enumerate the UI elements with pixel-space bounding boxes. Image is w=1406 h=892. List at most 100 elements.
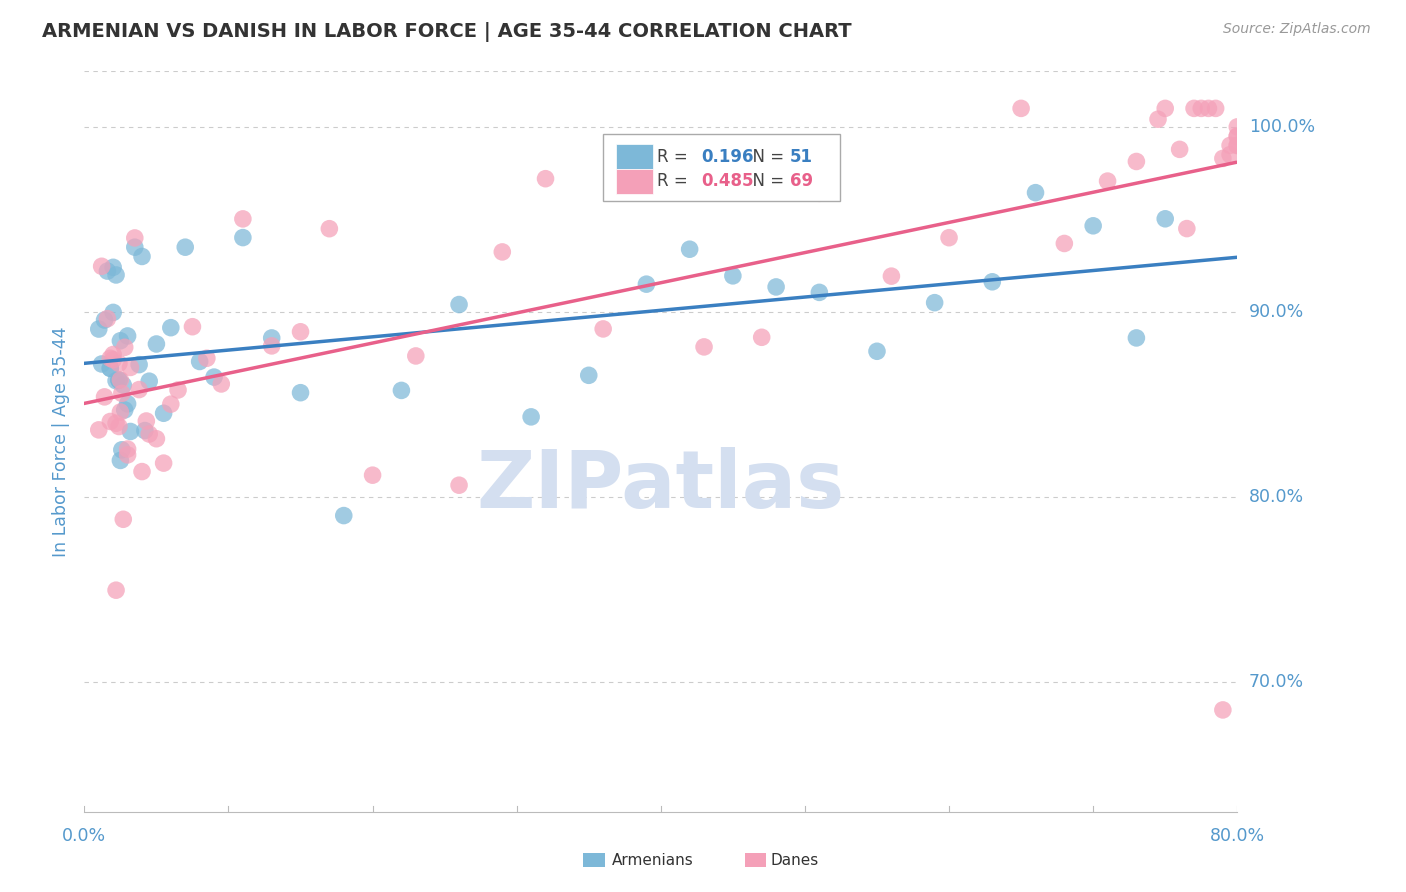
- Text: 70.0%: 70.0%: [1249, 673, 1303, 691]
- Point: [103, 347, 124, 361]
- Point: [209, 376, 232, 391]
- Point: [103, 352, 124, 367]
- Point: [110, 453, 132, 467]
- Point: [105, 417, 128, 431]
- Point: [108, 373, 131, 387]
- Point: [361, 468, 384, 483]
- Point: [110, 405, 132, 419]
- Point: [636, 141, 658, 155]
- Text: 100.0%: 100.0%: [1249, 118, 1315, 136]
- Text: R =: R =: [658, 172, 693, 190]
- Point: [1097, 174, 1119, 188]
- Point: [808, 186, 831, 201]
- Point: [260, 339, 283, 353]
- Point: [679, 242, 702, 256]
- Text: Source: ZipAtlas.com: Source: ZipAtlas.com: [1223, 22, 1371, 37]
- Point: [135, 414, 157, 428]
- Point: [924, 295, 946, 310]
- Text: Armenians: Armenians: [612, 854, 693, 868]
- Point: [87, 423, 110, 437]
- Text: 0.196: 0.196: [702, 147, 754, 166]
- Point: [1154, 101, 1177, 115]
- Point: [87, 322, 110, 336]
- Point: [1175, 221, 1198, 235]
- Point: [181, 319, 204, 334]
- Point: [1219, 147, 1241, 161]
- Point: [202, 370, 225, 384]
- Point: [96, 311, 118, 326]
- Text: R =: R =: [658, 147, 693, 166]
- Point: [1154, 211, 1177, 226]
- Point: [98, 361, 121, 376]
- Point: [1226, 129, 1249, 144]
- Text: 80.0%: 80.0%: [1249, 488, 1303, 506]
- Text: 51: 51: [790, 147, 813, 166]
- Text: ZIPatlas: ZIPatlas: [477, 447, 845, 525]
- Point: [938, 230, 960, 244]
- Point: [103, 260, 124, 275]
- Point: [120, 425, 142, 439]
- Point: [636, 277, 658, 292]
- Point: [333, 508, 356, 523]
- Point: [1226, 120, 1249, 134]
- Point: [120, 360, 142, 375]
- Point: [880, 269, 903, 284]
- FancyBboxPatch shape: [603, 135, 839, 201]
- Point: [721, 268, 744, 283]
- Point: [111, 386, 134, 401]
- Point: [134, 424, 156, 438]
- Point: [751, 330, 773, 344]
- Point: [318, 221, 340, 235]
- Point: [112, 378, 135, 392]
- Point: [1226, 138, 1249, 153]
- Point: [866, 344, 889, 359]
- Point: [124, 231, 146, 245]
- Text: 90.0%: 90.0%: [1249, 303, 1303, 321]
- Point: [1083, 219, 1105, 233]
- Text: 80.0%: 80.0%: [1209, 827, 1265, 845]
- Text: 0.485: 0.485: [702, 172, 754, 190]
- Text: N =: N =: [741, 172, 789, 190]
- Point: [108, 356, 131, 370]
- Point: [1226, 138, 1249, 153]
- Point: [98, 415, 121, 429]
- Point: [128, 383, 150, 397]
- Point: [145, 337, 167, 351]
- Point: [1147, 112, 1170, 127]
- Point: [534, 171, 557, 186]
- Point: [1025, 186, 1047, 200]
- Point: [449, 297, 471, 311]
- Point: [138, 427, 160, 442]
- Point: [578, 368, 600, 383]
- FancyBboxPatch shape: [616, 144, 652, 169]
- Point: [260, 331, 283, 345]
- Point: [131, 249, 153, 263]
- Point: [592, 322, 614, 336]
- Point: [449, 478, 471, 492]
- Text: ARMENIAN VS DANISH IN LABOR FORCE | AGE 35-44 CORRELATION CHART: ARMENIAN VS DANISH IN LABOR FORCE | AGE …: [42, 22, 852, 42]
- Point: [160, 320, 183, 334]
- Point: [1053, 236, 1076, 251]
- Point: [124, 240, 146, 254]
- Point: [1198, 101, 1220, 115]
- Text: N =: N =: [741, 147, 789, 166]
- Point: [195, 351, 218, 366]
- Point: [103, 305, 124, 319]
- Point: [105, 268, 128, 282]
- Point: [1205, 101, 1227, 115]
- Point: [1189, 101, 1212, 115]
- Point: [138, 374, 160, 388]
- Point: [117, 442, 139, 456]
- Point: [105, 374, 128, 388]
- Point: [114, 403, 136, 417]
- Point: [1226, 129, 1249, 144]
- Point: [105, 583, 128, 598]
- Point: [1125, 154, 1147, 169]
- Point: [167, 383, 190, 397]
- Point: [232, 230, 254, 244]
- Point: [160, 397, 183, 411]
- Point: [693, 340, 716, 354]
- Point: [520, 409, 543, 424]
- Point: [111, 442, 134, 457]
- Point: [290, 385, 312, 400]
